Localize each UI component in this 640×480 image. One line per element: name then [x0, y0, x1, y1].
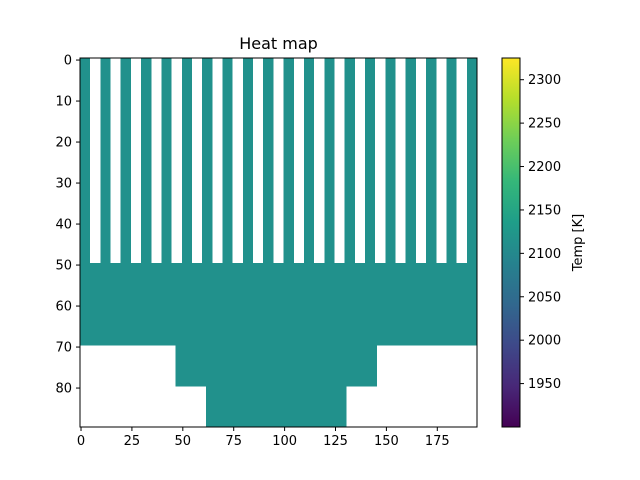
x-tick-label: 0: [77, 434, 85, 449]
y-tick-label: 50: [55, 259, 72, 274]
heatmap-cell-block: [120, 58, 131, 264]
x-tick-label: 50: [175, 434, 192, 449]
chart-title: Heat map: [239, 34, 318, 53]
heatmap-cell-block: [100, 58, 111, 264]
colorbar-label: Temp [K]: [571, 214, 586, 272]
colorbar-tick-label: 2150: [528, 203, 561, 218]
colorbar-gradient: [501, 57, 521, 428]
heatmap-cell-block: [206, 386, 347, 428]
heatmap-cell-block: [303, 58, 315, 264]
y-tick-label: 70: [55, 341, 72, 356]
colorbar-tick-label: 1950: [528, 377, 561, 392]
heatmap-cell-block: [344, 58, 355, 264]
y-tick-label: 60: [55, 300, 72, 315]
y-tick-label: 20: [55, 136, 72, 151]
plot-frame: [79, 57, 478, 428]
x-tick-label: 100: [272, 434, 297, 449]
x-tick-label: 150: [374, 434, 399, 449]
x-tick-label: 75: [225, 434, 242, 449]
axes: 0 25 50 75 100 125 150 175 0 10 20 30 40 50 60 70 80: [55, 54, 478, 449]
y-tick-label: 40: [55, 218, 72, 233]
heatmap-cell-block: [263, 58, 274, 264]
y-tick-label: 80: [55, 382, 72, 397]
heatmap-cell-block: [141, 58, 152, 264]
heatmap-cell-block: [175, 345, 378, 387]
heatmap-cell-block: [365, 58, 376, 264]
heatmap-cell-block: [80, 58, 91, 264]
y-tick-label: 30: [55, 177, 72, 192]
heatmap-cell-block: [161, 58, 172, 264]
heatmap-cell-block: [446, 58, 457, 264]
colorbar-tick-label: 2300: [528, 73, 561, 88]
colorbar-tick-label: 2200: [528, 160, 561, 175]
heatmap-cell-block: [181, 58, 192, 264]
heatmap-cell-block: [385, 58, 396, 264]
heatmap-cell-block: [242, 58, 254, 264]
x-tick-label: 25: [124, 434, 141, 449]
y-tick-label: 0: [64, 54, 72, 69]
colorbar-tick-label: 2100: [528, 247, 561, 262]
heatmap-cell-block: [80, 263, 477, 346]
heatmap-cell-block: [426, 58, 437, 264]
colorbar-tick-label: 2000: [528, 334, 561, 349]
x-tick-label: 175: [425, 434, 450, 449]
heatmap-cell-block: [324, 58, 335, 264]
y-tick-label: 10: [55, 95, 72, 110]
heatmap-cell-block: [202, 58, 213, 264]
heatmap-cell-block: [222, 58, 233, 264]
x-tick-label: 125: [323, 434, 348, 449]
colorbar: 1950 2000 2050 2100 2150 2200 2250 2300 Temp [K]: [501, 57, 586, 428]
colorbar-tick-label: 2050: [528, 290, 561, 305]
heatmap-cells: [80, 58, 477, 428]
heatmap-cell-block: [283, 58, 294, 264]
colorbar-tick-label: 2250: [528, 117, 561, 132]
heatmap-cell-block: [466, 58, 477, 264]
heatmap-cell-block: [405, 58, 416, 264]
